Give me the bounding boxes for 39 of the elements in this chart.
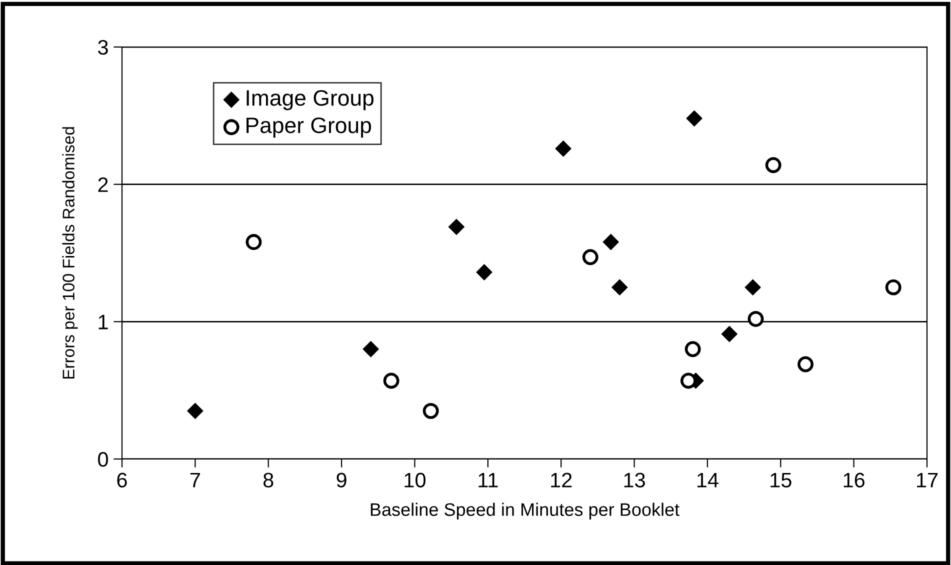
x-tick-label: 9 <box>336 472 346 488</box>
x-tick-label: 11 <box>478 472 498 488</box>
legend-label: Paper Group <box>246 117 372 138</box>
y-tick-label: 2 <box>98 177 108 192</box>
point <box>555 140 572 157</box>
point <box>383 372 400 389</box>
point <box>422 402 439 419</box>
y-tick-label: 0 <box>98 452 108 467</box>
x-tick-label: 16 <box>844 472 864 488</box>
point <box>686 110 702 127</box>
point <box>798 356 814 372</box>
point <box>246 234 262 250</box>
point <box>602 234 620 250</box>
point <box>611 279 628 296</box>
x-tick-label: 14 <box>697 472 718 488</box>
point <box>448 218 465 236</box>
point <box>476 264 492 280</box>
point <box>744 279 762 296</box>
point <box>582 249 598 266</box>
x-tick-label: 17 <box>917 472 938 488</box>
y-tick-label: 3 <box>98 40 108 55</box>
x-tick-label: 6 <box>117 472 127 488</box>
x-axis-title: Baseline Speed in Minutes per Booklet <box>370 502 680 520</box>
point <box>765 157 782 174</box>
x-tick-label: 10 <box>404 472 426 488</box>
legend-label: Image Group <box>246 90 374 110</box>
point <box>186 402 204 420</box>
x-tick-label: 13 <box>624 472 645 488</box>
point <box>721 326 738 342</box>
point <box>748 310 764 327</box>
x-tick-label: 7 <box>190 472 200 488</box>
point <box>885 279 902 296</box>
point <box>684 341 701 358</box>
y-axis-title: Errors per 100 Fields Randomised <box>62 127 78 379</box>
y-tick-label: 1 <box>98 314 108 330</box>
x-tick-label: 8 <box>263 472 274 488</box>
x-tick-label: 12 <box>551 472 572 488</box>
x-tick-label: 15 <box>770 472 792 488</box>
point <box>362 340 380 358</box>
